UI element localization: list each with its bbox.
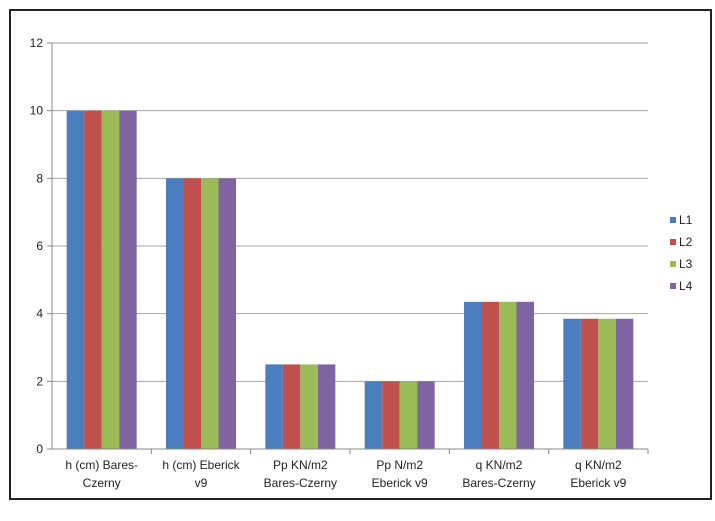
bar-l2-0 <box>84 110 102 450</box>
bar-l3-0 <box>101 110 120 450</box>
bar-l4-3 <box>417 381 435 449</box>
y-tick-label: 0 <box>36 442 43 456</box>
bar-l4-2 <box>317 364 336 449</box>
y-tick-label: 4 <box>36 307 43 321</box>
x-category-label: h (cm) Bares- <box>65 458 138 472</box>
x-category-label: Czerny <box>83 476 121 490</box>
x-category-label: q KN/m2 <box>575 458 622 472</box>
bar-l3-3 <box>399 381 418 449</box>
x-category-label: Bares-Czerny <box>462 476 535 490</box>
bar-l4-1 <box>218 178 236 450</box>
y-tick-label: 8 <box>36 171 43 185</box>
bar-l1-4 <box>464 301 482 449</box>
x-category-label: Eberick v9 <box>372 476 428 490</box>
bar-l3-1 <box>201 178 219 450</box>
legend: L1 L2 L3 L4 <box>670 213 693 293</box>
bar-l1-2 <box>265 364 283 449</box>
x-category-label: Eberick v9 <box>570 476 626 490</box>
bar-l1-0 <box>66 110 85 450</box>
x-axis-labels: h (cm) Bares- Czerny h (cm) Eberick v9 Pp KN… <box>65 458 626 490</box>
x-category-label: h (cm) Eberick <box>162 458 240 472</box>
legend-swatch-l1 <box>670 217 676 223</box>
x-category-label: Pp KN/m2 <box>273 458 328 472</box>
bar-l4-5 <box>615 318 634 449</box>
y-tick-label: 12 <box>30 36 44 50</box>
y-tick-label: 10 <box>30 104 44 118</box>
bar-l3-4 <box>499 301 517 449</box>
axes <box>51 43 649 454</box>
bar-l4-0 <box>119 110 137 450</box>
x-category-label: q KN/m2 <box>476 458 523 472</box>
legend-label-l1: L1 <box>679 213 693 227</box>
chart-border <box>9 9 712 500</box>
bar-l1-5 <box>563 318 581 449</box>
x-category-label: Bares-Czerny <box>264 476 337 490</box>
bar-l2-1 <box>183 178 201 450</box>
bar-l4-4 <box>516 301 534 449</box>
legend-swatch-l3 <box>670 261 676 267</box>
bar-l1-1 <box>166 178 184 450</box>
y-tick-label: 2 <box>36 374 43 388</box>
y-axis-ticks: 0 2 4 6 8 10 12 <box>30 36 52 456</box>
legend-swatch-l4 <box>670 283 676 289</box>
legend-swatch-l2 <box>670 239 676 245</box>
bar-l3-5 <box>598 318 616 449</box>
bar-l2-2 <box>282 364 301 449</box>
legend-label-l4: L4 <box>679 279 693 293</box>
bar-l2-5 <box>580 318 599 449</box>
legend-label-l3: L3 <box>679 257 693 271</box>
legend-label-l2: L2 <box>679 235 693 249</box>
bars <box>66 110 634 450</box>
bar-l2-4 <box>481 301 499 449</box>
bar-l2-3 <box>382 381 400 449</box>
gridlines <box>52 42 648 382</box>
x-category-label: Pp N/m2 <box>376 458 423 472</box>
bar-l3-2 <box>300 364 318 449</box>
bar-l1-3 <box>364 381 383 449</box>
y-tick-label: 6 <box>36 239 43 253</box>
x-category-label: v9 <box>195 476 208 490</box>
